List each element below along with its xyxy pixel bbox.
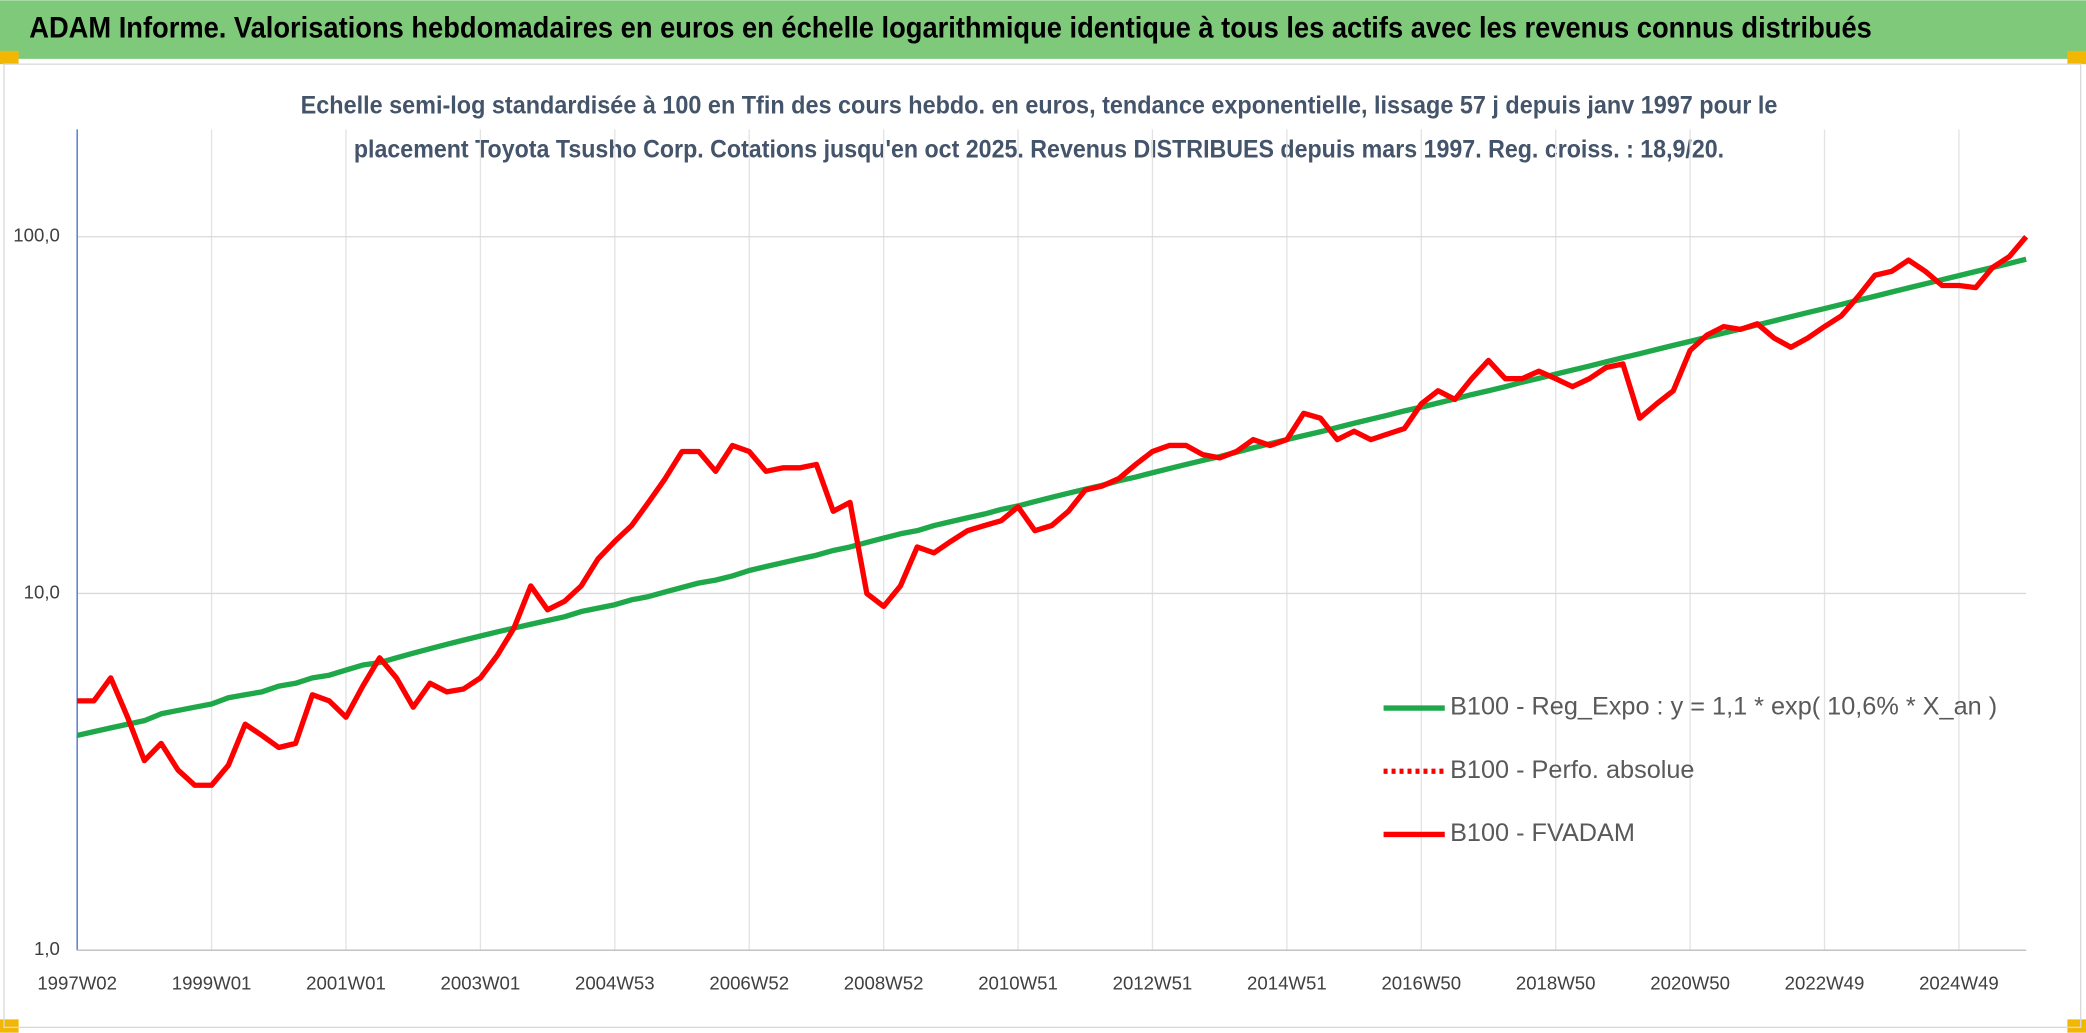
x-tick-label: 2006W52 (709, 973, 789, 994)
chart-subtitle: placement Toyota Tsusho Corp. Cotations … (354, 135, 1724, 163)
x-tick-label: 2022W49 (1785, 973, 1865, 994)
page-title: ADAM Informe. Valorisations hebdomadaire… (29, 12, 1872, 44)
x-tick-label: 2008W52 (844, 973, 924, 994)
x-tick-label: 1997W02 (37, 973, 117, 994)
x-tick-label: 2024W49 (1919, 973, 1999, 994)
y-tick-label: 10,0 (24, 581, 60, 602)
legend-label: B100 - FVADAM (1450, 819, 1635, 847)
corner (2067, 1019, 2086, 1033)
y-tick-label: 1,0 (34, 938, 60, 959)
corner (0, 50, 19, 65)
x-tick-label: 2001W01 (306, 973, 386, 994)
x-tick-label: 2014W51 (1247, 973, 1327, 994)
x-tick-label: 1999W01 (172, 973, 252, 994)
x-tick-label: 2018W50 (1516, 973, 1596, 994)
x-tick-label: 2012W51 (1113, 973, 1193, 994)
legend-label: B100 - Reg_Expo : y = 1,1 * exp( 10,6% *… (1450, 693, 1997, 721)
title-bar (0, 0, 2086, 59)
x-tick-label: 2004W53 (575, 973, 655, 994)
series-line (77, 235, 2029, 788)
chart-subtitle: Echelle semi-log standardisée à 100 en T… (301, 91, 1778, 119)
x-tick-label: 2020W50 (1650, 973, 1730, 994)
corner (2067, 50, 2086, 65)
corner (0, 1019, 19, 1033)
x-tick-label: 2003W01 (441, 973, 521, 994)
legend-label: B100 - Perfo. absolue (1450, 756, 1694, 784)
frame (3, 63, 2082, 1029)
x-tick-label: 2016W50 (1381, 973, 1461, 994)
x-tick-label: 2010W51 (978, 973, 1058, 994)
y-tick-label: 100,0 (13, 225, 60, 246)
